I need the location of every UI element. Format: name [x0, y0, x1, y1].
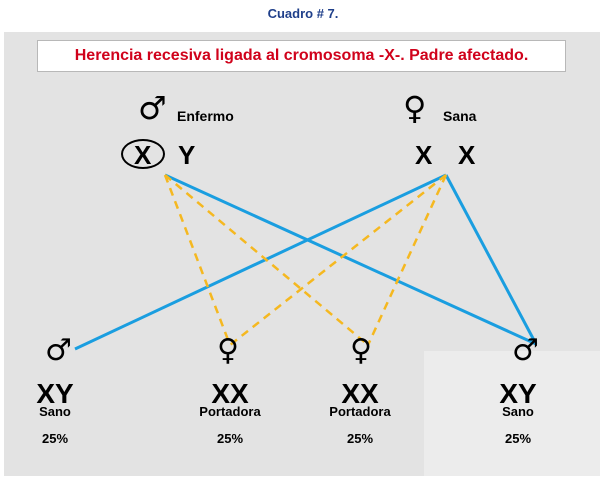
female-icon: ♀	[403, 89, 427, 127]
male-icon: ♂	[512, 333, 539, 368]
female-icon: ♀	[217, 333, 239, 368]
male-icon: ♂	[138, 89, 167, 127]
offspring-status: Sano	[39, 404, 71, 419]
offspring-percent: 25%	[216, 431, 244, 446]
male-icon: ♂	[45, 333, 72, 368]
offspring-genotype: XX	[211, 378, 249, 409]
offspring-percent: 25%	[346, 431, 374, 446]
diagram-title: Herencia recesiva ligada al cromosoma -X…	[37, 40, 566, 72]
female-icon: ♀	[350, 333, 372, 368]
father-allele-y: Y	[178, 140, 196, 170]
offspring-status: Sano	[502, 404, 534, 419]
father-allele-x: X	[134, 140, 152, 170]
mother-allele-x2: X	[458, 140, 476, 170]
offspring-percent: 25%	[41, 431, 69, 446]
solid-lines	[74, 173, 538, 351]
figure-caption: Cuadro # 7.	[267, 6, 339, 21]
offspring-genotype: XY	[36, 378, 74, 409]
offspring-percent: 25%	[504, 431, 532, 446]
line-mother-to-son-left	[74, 173, 447, 351]
dashed-lines	[163, 174, 448, 346]
line-father-to-son-right	[164, 173, 537, 346]
offspring-status: Portadora	[329, 404, 391, 419]
mother-allele-x1: X	[415, 140, 433, 170]
offspring-genotype: XY	[499, 378, 537, 409]
offspring-genotype: XX	[341, 378, 379, 409]
line-father-to-daughter-1	[163, 174, 232, 346]
line-mother-to-son-right	[444, 174, 538, 345]
father-label: Enfermo	[177, 108, 234, 124]
line-father-to-daughter-2	[164, 174, 369, 346]
line-mother-to-daughter-1	[229, 174, 447, 346]
affected-allele-circle	[121, 139, 165, 169]
offspring-status: Portadora	[199, 404, 261, 419]
panel-highlight	[424, 351, 600, 476]
mother-label: Sana	[443, 108, 477, 124]
line-mother-to-daughter-2	[366, 174, 448, 346]
